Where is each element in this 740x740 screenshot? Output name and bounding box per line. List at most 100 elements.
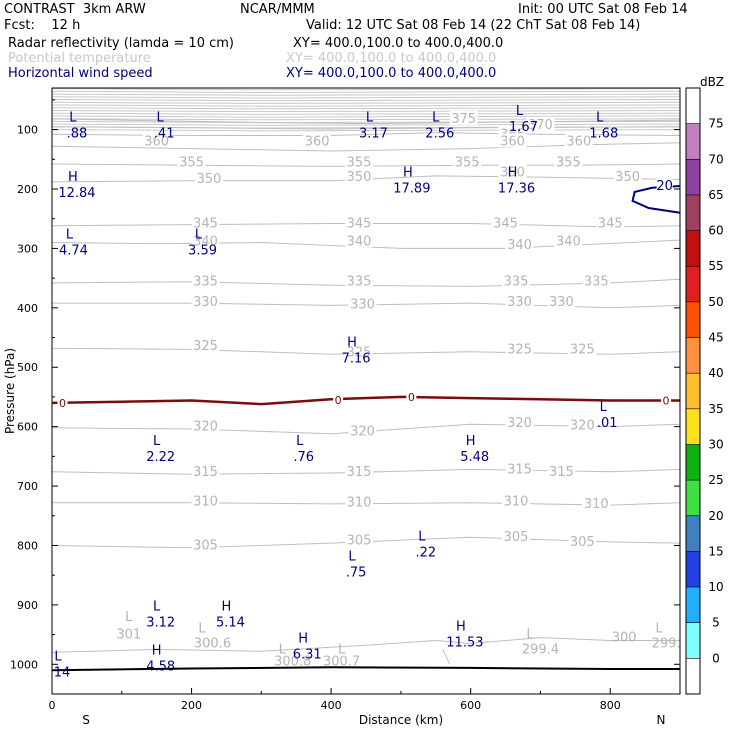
isentrope-label-bg [505, 415, 534, 430]
isentrope-label: 320 [350, 424, 375, 439]
wind-extremum-letter: L [348, 549, 356, 564]
colorbar-swatch [686, 266, 700, 302]
isentrope-label-bg [345, 463, 374, 478]
isentrope-label: 345 [598, 216, 623, 231]
south-label: S [82, 713, 90, 727]
isentrope-label-bg [191, 293, 220, 308]
wind-extremum-value: 3.12 [146, 615, 175, 630]
upper-isentrope-line [51, 118, 681, 121]
colorbar-tick-label: 15 [708, 544, 723, 558]
isentrope-label: 335 [193, 275, 218, 290]
isentrope-label: 360 [500, 134, 525, 149]
isentrope-label: 330 [193, 295, 218, 310]
reflectivity-contour-label: 0 [663, 395, 670, 408]
isentrope-label-bg [348, 296, 377, 311]
isentrope-label: 310 [193, 495, 218, 510]
isentrope-label: 315 [507, 462, 532, 477]
isentrope-label: 350 [615, 170, 640, 185]
isentrope-label-bg [505, 341, 534, 356]
isentrope-label-bg [345, 344, 374, 359]
colorbar-swatch [686, 551, 700, 588]
upper-isentrope-line [51, 129, 681, 132]
wind-extremum-value: .75 [346, 565, 367, 580]
wind-extremum-letter: L [157, 110, 165, 125]
upper-isentrope-line [51, 112, 681, 115]
isentrope-label-bg [303, 133, 332, 148]
field3-name: Horizontal wind speed [8, 66, 153, 81]
colorbar-tick-label: 0 [712, 651, 720, 665]
wind-extremum-value: 12.84 [58, 186, 95, 201]
isentrope-label: 305 [570, 535, 595, 550]
colorbar-swatch [686, 444, 700, 481]
field3-xy: XY= 400.0,100.0 to 400.0,400.0 [286, 66, 497, 81]
x-tick-label: 0 [49, 699, 56, 712]
isentrope-line [51, 175, 681, 183]
colorbar-swatch [686, 88, 700, 124]
isentrope-label-bg [191, 215, 220, 230]
x-axis-label: Distance (km) [359, 713, 443, 727]
low-level-theta-label: 300 [612, 631, 637, 646]
wind-contour-label-bg [656, 178, 673, 193]
isentrope-label-bg [505, 236, 534, 251]
isentrope-label-bg [191, 463, 220, 478]
plot-frame [51, 87, 681, 695]
isentrope-label-bg [498, 133, 527, 148]
isentrope-label: 320 [193, 420, 218, 435]
isentrope-label: 330 [549, 295, 574, 310]
wind-extremum-value: 1.68 [589, 126, 618, 141]
y-tick-label: 800 [17, 539, 38, 552]
isentrope-label-bg [526, 116, 555, 131]
colorbar-tick-label: 65 [708, 188, 723, 202]
x-tick-label: 800 [600, 699, 621, 712]
isentrope-label: 310 [347, 496, 372, 511]
wind-extremum-letter: L [54, 649, 62, 664]
isentrope-label: 340 [556, 234, 581, 249]
y-tick-label: 900 [17, 599, 38, 612]
isentrope-label: 355 [347, 155, 372, 170]
upper-isentrope-line [51, 101, 681, 104]
isentrope-label: 340 [347, 234, 372, 249]
isentrope-label-bg [191, 493, 220, 508]
valid-time: Valid: 12 UTC Sat 08 Feb 14 (22 ChT Sat … [306, 18, 641, 33]
isentrope-label: 345 [193, 216, 218, 231]
isentrope-label-bg [554, 233, 583, 248]
wind-extremum-value: 6.31 [293, 647, 322, 662]
wind-extremum-letter: H [298, 631, 308, 646]
low-level-theta-label: 300.6 [194, 637, 231, 652]
upper-isentrope-line [51, 88, 681, 91]
isentrope-label-bg [345, 233, 374, 248]
isentrope-label: 305 [193, 538, 218, 553]
isentrope-label-bg [554, 154, 583, 169]
reflectivity-layer: 0 0 0 0 [51, 390, 680, 672]
isentrope-label: 350 [347, 170, 372, 185]
wind-extremum-letter: L [432, 110, 440, 125]
colorbar-tick-label: 75 [708, 117, 723, 131]
isentrope-label: 330 [350, 297, 375, 312]
isentrope-label: 335 [584, 275, 609, 290]
isentrope-label-bg [568, 341, 597, 356]
isentrope-label: 310 [584, 497, 609, 512]
low-level-isentrope-line [51, 637, 680, 653]
isentrope-label-bg [191, 273, 220, 288]
isentrope-label-bg [191, 537, 220, 552]
isentrope-label-bg [547, 293, 576, 308]
colorbar-swatch [686, 408, 700, 445]
upper-isentrope-line [51, 90, 681, 94]
isentrope-label-bg [491, 215, 520, 230]
isentrope-line [51, 163, 681, 167]
reflectivity-contour-label: 0 [59, 397, 66, 410]
isentrope-label-bg [582, 273, 611, 288]
colorbar-tick-label: 60 [708, 224, 723, 238]
isentrope-line [52, 502, 681, 506]
upper-isentrope-line [51, 115, 681, 118]
wind-extremum-value: 14 [54, 665, 71, 680]
colorbar-frame [685, 87, 701, 695]
forecast-hour: Fcst: 12 h [4, 18, 81, 33]
isentrope-label-bg [505, 293, 534, 308]
model-title: CONTRAST 3km ARW [4, 2, 146, 17]
isentrope-label-bg [502, 273, 531, 288]
isentrope-label: 340 [507, 238, 532, 253]
isentrope-label: 360 [144, 134, 169, 149]
wind-extremum-letter: L [596, 110, 604, 125]
